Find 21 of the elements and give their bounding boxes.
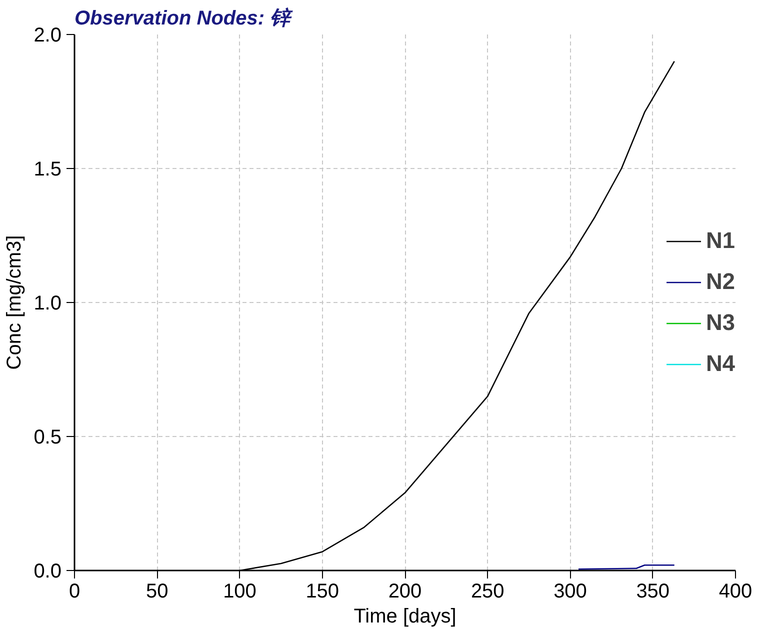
chart-title: Observation Nodes: 锌 [74, 6, 294, 30]
y-tick-label: 1.0 [34, 292, 62, 314]
legend-label: N3 [706, 309, 735, 336]
x-tick-label: 350 [636, 580, 670, 602]
x-tick-label: 300 [554, 580, 587, 602]
x-tick-label: 0 [68, 580, 80, 602]
y-tick-label: 0.5 [34, 426, 62, 448]
x-axis-title: Time [days] [354, 606, 456, 628]
legend-label: N1 [706, 227, 735, 254]
y-tick-label: 0.0 [34, 560, 62, 582]
x-tick-label: 400 [718, 580, 752, 602]
x-tick-label: 200 [388, 580, 422, 602]
y-axis-title: Conc [mg/cm3] [4, 235, 26, 370]
legend-label: N2 [706, 268, 735, 295]
legend-label: N4 [706, 350, 735, 377]
x-tick-label: 100 [223, 580, 256, 602]
x-tick-label: 50 [146, 580, 168, 602]
x-tick-label: 250 [470, 580, 504, 602]
x-tick-label: 150 [306, 580, 340, 602]
y-tick-label: 1.5 [34, 158, 62, 180]
y-tick-label: 2.0 [34, 24, 62, 46]
